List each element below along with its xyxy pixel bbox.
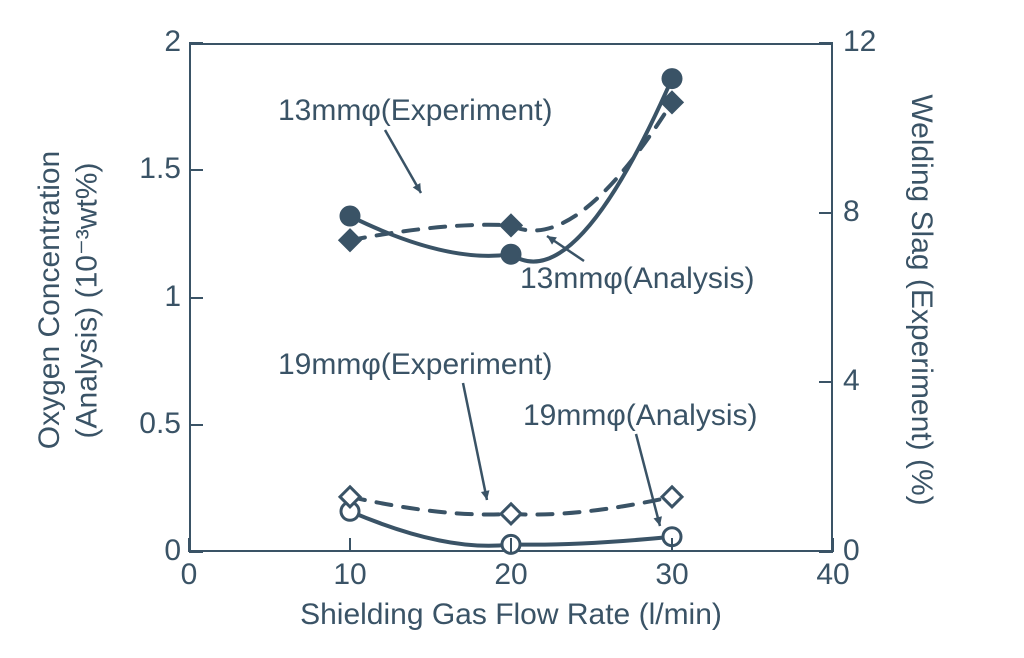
marker-experiment_13 [501,215,521,235]
x-tick [188,538,190,552]
y-left-tick [189,551,203,553]
y-left-tick-label: 1.5 [139,152,181,186]
annotation-arrow-line [636,434,660,526]
y-left-tick-label: 0 [164,534,181,568]
y-left-tick [189,424,203,426]
chart-stage: Shielding Gas Flow Rate (l/min) Oxygen C… [0,0,1024,658]
annotation-arrow-line [385,130,421,193]
y-right-tick [819,381,833,383]
y-left-tick [189,297,203,299]
y-right-tick [819,212,833,214]
annotation-arrow-head [481,490,490,500]
y-right-tick-label: 0 [843,534,860,568]
x-tick-label: 30 [652,558,692,592]
y-right-tick-label: 4 [843,364,860,398]
x-tick [510,538,512,552]
y-right-tick-label: 8 [843,195,860,229]
x-tick [349,538,351,552]
y-right-tick-label: 12 [843,25,876,59]
marker-experiment_13 [340,230,360,250]
y-left-tick-label: 1 [164,280,181,314]
marker-experiment_19 [501,504,521,524]
marker-experiment_19 [662,487,682,507]
x-tick-label: 10 [330,558,370,592]
y-left-tick-label: 2 [164,25,181,59]
x-tick-label: 20 [491,558,531,592]
y-right-tick [819,551,833,553]
marker-analysis_13 [502,245,520,263]
y-left-tick [189,169,203,171]
x-tick [832,538,834,552]
y-left-tick [189,42,203,44]
marker-analysis_13 [341,207,359,225]
x-tick [671,538,673,552]
marker-analysis_13 [663,70,681,88]
y-right-tick [819,42,833,44]
y-left-tick-label: 0.5 [139,407,181,441]
annotation-arrow-line [463,383,487,500]
